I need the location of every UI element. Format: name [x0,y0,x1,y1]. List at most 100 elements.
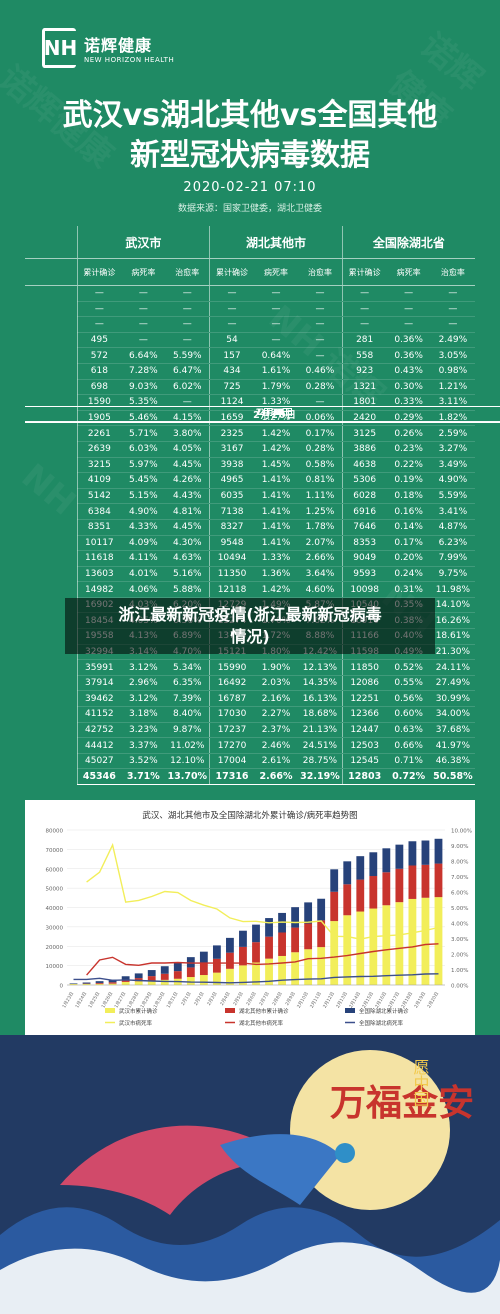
table-cell: 0.31% [386,581,431,598]
bar [147,980,156,985]
table-row: 2月5日 10117 4.09% 4.30% 9548 1.41% 2.07% 8353 0.1… [25,408,500,552]
table-cell: — [298,316,343,333]
table-cell: 11850 [341,659,387,676]
bar [408,841,417,866]
table-cell: 3.41% [430,503,475,520]
bar [291,952,300,985]
table-cell: 1.41% [253,488,299,505]
legend-label: 湖北其他市累计确诊 [239,1007,289,1015]
table-cell: — [341,285,387,302]
data-table: 武汉市 湖北其他市 全国除湖北省 累计确诊 病死率 治愈率 累计确诊 病死率 治愈率 累计确… [25,226,500,785]
table-row: 2月2日 5142 5.15% 4.43% 6035 1.41% 1.11% 6028 0.18… [25,408,500,505]
table-cell: 4.90% [430,472,475,489]
table-cell: 0.18% [386,488,431,505]
bar [239,946,247,966]
table-cell: 14.10% [430,597,475,614]
table-cell: 16787 [209,690,254,708]
bar [330,869,339,892]
table-cell: 9.03% [121,379,166,396]
legend-swatch [105,1008,115,1013]
table-cell: 27.49% [430,675,475,692]
legend-label: 全国除湖北病死率 [359,1019,404,1027]
table-cell: 9.87% [165,722,210,739]
table-cell: 2325 [209,425,254,442]
table-cell: 3125 [341,425,387,442]
table-cell: — [121,316,166,333]
table-cell: 9548 [209,535,254,552]
table-cell: 11350 [209,566,254,583]
table-cell: 0.16% [386,503,431,520]
bar [265,958,273,985]
group-header-hubei-other: 湖北其他市 [209,226,343,259]
bar [134,973,143,979]
trend-chart: 武汉、湖北其他市及全国除湖北外累计确诊/病死率趋势图 0 10000 20000 30… [25,800,475,1035]
table-cell: 1.42% [253,581,299,598]
chart-title: 武汉、湖北其他市及全国除湖北外累计确诊/病死率趋势图 [142,810,357,821]
brand-logo: NH 诺辉健康 NEW HORIZON HEALTH [42,28,174,68]
table-cell: 923 [341,363,387,380]
bar [395,868,404,903]
table-cell: 14.35% [298,675,343,692]
row-date: 1月24日 [25,406,500,422]
table-cell: 2639 [76,441,122,458]
bar [421,840,430,865]
table-cell: 12366 [341,706,387,723]
table-cell: 6035 [209,488,254,505]
table-cell: 12118 [209,581,254,598]
y-right-tick-label: 1.00% [451,968,468,974]
bar [160,966,169,974]
table-cell: 18.61% [430,628,475,645]
table-cell: — [341,301,387,318]
table-row: 1月29日 2261 5.71% 3.80% 2325 1.42% 0.17% 3125 0.2… [25,408,500,442]
bar [199,975,208,985]
table-cell: 0.43% [386,363,431,380]
bar [265,936,273,959]
table-cell: 3.05% [430,347,475,364]
table-cell: — [209,285,254,302]
row-date: 2月2日 [25,406,500,422]
table-cell: 495 [76,332,122,349]
table-row: 1月26日 698 9.03% 6.02% 725 1.79% 0.28% 1321 0.30%… [25,379,500,422]
table-cell: — [253,285,299,302]
table-cell: 5.71% [121,425,166,442]
table-cell: 3.23% [121,722,166,739]
table-cell: — [430,301,475,318]
table-cell: 13.70% [165,768,210,785]
table-cell: 2.16% [253,690,299,708]
table-cell: 0.63% [386,722,431,739]
table-row: 2月16日 41152 3.18% 8.40% 17030 2.27% 18.68% 1236… [25,408,500,723]
row-date: 1月21日 [25,406,500,422]
row-date: 2月20日 [25,406,500,423]
bar [278,932,286,956]
table-cell: 44412 [76,737,122,754]
table-cell: 3938 [209,457,254,474]
y-left-tick-label: 20000 [46,945,64,951]
table-cell: 1.21% [430,379,475,396]
table-cell: 2.07% [298,535,343,552]
table-cell: — [121,285,166,302]
table-cell: 5.34% [165,659,210,676]
moon-shape [290,1050,450,1210]
table-row: 2月19日 45027 3.52% 12.10% 17004 2.61% 28.75% 125… [25,408,500,770]
table-cell: 4.45% [165,519,210,536]
table-cell: 0.55% [386,675,431,692]
y-left-tick-label: 50000 [46,887,64,893]
table-cell: 7646 [341,519,387,536]
table-cell: 6.23% [430,535,475,552]
bar [186,957,195,968]
table-cell: 21.30% [430,644,475,661]
table-cell: 4.63% [165,550,210,567]
table-cell: — [430,285,475,302]
table-cell: 8327 [209,519,254,536]
row-date: 2月10日 [25,406,500,422]
table-corner [25,226,77,259]
table-cell: 41.97% [430,737,475,754]
bar [382,905,391,985]
table-cell: 572 [76,347,122,364]
table-cell: 4.06% [121,581,166,598]
table-cell: 4.05% [165,441,210,458]
table-cell: — [76,285,122,302]
table-cell: 24.51% [298,737,343,754]
table-cell: — [298,332,343,349]
bar [317,947,326,985]
